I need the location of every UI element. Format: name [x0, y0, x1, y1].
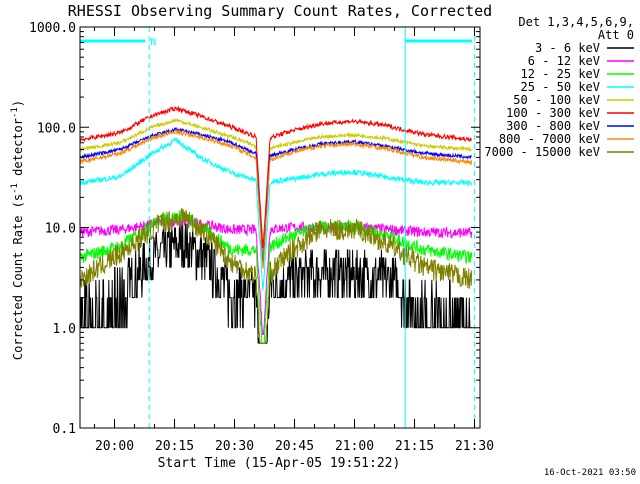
x-tick-label: 21:00 — [335, 439, 374, 454]
x-axis-label: Start Time (15-Apr-05 19:51:22) — [158, 456, 401, 471]
night-label: N — [150, 37, 156, 48]
series-7-line — [79, 127, 473, 266]
chart-title: RHESSI Observing Summary Count Rates, Co… — [68, 2, 492, 20]
y-tick-label: 0.1 — [53, 422, 76, 437]
y-tick-label: 1.0 — [53, 322, 76, 337]
legend-entry-3: 12 - 25 keV — [521, 67, 600, 81]
series-8-line — [79, 128, 473, 269]
axes: 0.1 1.0 10.0 100.0 1000.0 20:00 20:15 20:30 20:4… — [29, 21, 494, 454]
y-axis-label-main: Corrected Count Rate (s — [11, 194, 25, 360]
legend-entry-9: 7000 - 15000 keV — [484, 145, 600, 159]
legend-entry-5: 50 - 100 keV — [513, 93, 600, 107]
x-tick-label: 21:30 — [455, 439, 494, 454]
legend-entry-2: 6 - 12 keV — [528, 54, 600, 68]
x-tick-label: 20:45 — [275, 439, 314, 454]
legend-entry-4: 25 - 50 keV — [521, 80, 600, 94]
legend-title-2: Att 0 — [598, 28, 634, 42]
y-axis-label-end: ) — [11, 100, 25, 107]
legend-entry-6: 100 - 300 keV — [506, 106, 600, 120]
series-4-line — [79, 137, 473, 291]
footer-date: 16-Oct-2021 03:50 — [544, 468, 636, 478]
series-9-line — [79, 208, 473, 344]
x-tick-label: 20:30 — [215, 439, 254, 454]
plot-area: N — [79, 27, 475, 428]
legend-entry-8: 800 - 7000 keV — [499, 132, 600, 146]
y-axis-label-exp2: -1 — [10, 107, 20, 118]
legend-entry-1: 3 - 6 keV — [535, 41, 600, 55]
x-tick-label: 20:15 — [155, 439, 194, 454]
series-6-line — [79, 105, 472, 249]
legend-title-1: Det 1,3,4,5,6,9, — [518, 15, 634, 29]
series-1-line — [80, 223, 472, 344]
legend-entry-7: 300 - 800 keV — [506, 119, 600, 133]
x-tick-label: 21:15 — [395, 439, 434, 454]
y-tick-label: 10.0 — [45, 222, 76, 237]
series-5-line — [79, 117, 472, 257]
y-tick-label: 100.0 — [37, 121, 76, 136]
y-axis-label-exp1: -1 — [10, 183, 20, 194]
y-tick-label: 1000.0 — [29, 21, 76, 36]
y-axis-label: Corrected Count Rate (s-1 detector-1) — [10, 100, 25, 360]
y-axis-label-mid: detector — [11, 118, 25, 183]
x-tick-label: 20:00 — [95, 439, 134, 454]
